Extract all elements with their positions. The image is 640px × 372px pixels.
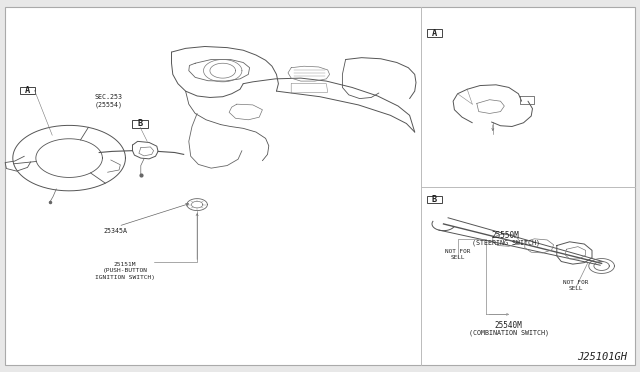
Text: B: B: [138, 119, 143, 128]
Text: J25101GH: J25101GH: [577, 352, 627, 362]
Text: 25540M: 25540M: [495, 321, 523, 330]
Text: A: A: [25, 86, 30, 95]
FancyBboxPatch shape: [132, 120, 148, 128]
Text: NOT FOR
SELL: NOT FOR SELL: [445, 249, 470, 260]
Text: (COMBINATION SWITCH): (COMBINATION SWITCH): [468, 329, 548, 336]
FancyBboxPatch shape: [427, 29, 442, 37]
Text: 25151M
(PUSH-BUTTON
IGNITION SWITCH): 25151M (PUSH-BUTTON IGNITION SWITCH): [95, 262, 155, 280]
Text: A: A: [432, 29, 437, 38]
Text: (STEERING SWITCH): (STEERING SWITCH): [472, 240, 540, 246]
FancyBboxPatch shape: [20, 87, 35, 94]
Text: SEC.253
(25554): SEC.253 (25554): [95, 94, 123, 108]
Text: 25345A: 25345A: [104, 228, 128, 234]
Text: 25550M: 25550M: [492, 231, 520, 240]
Text: B: B: [432, 195, 437, 204]
Text: NOT FOR
SELL: NOT FOR SELL: [563, 280, 589, 291]
FancyBboxPatch shape: [427, 196, 442, 203]
